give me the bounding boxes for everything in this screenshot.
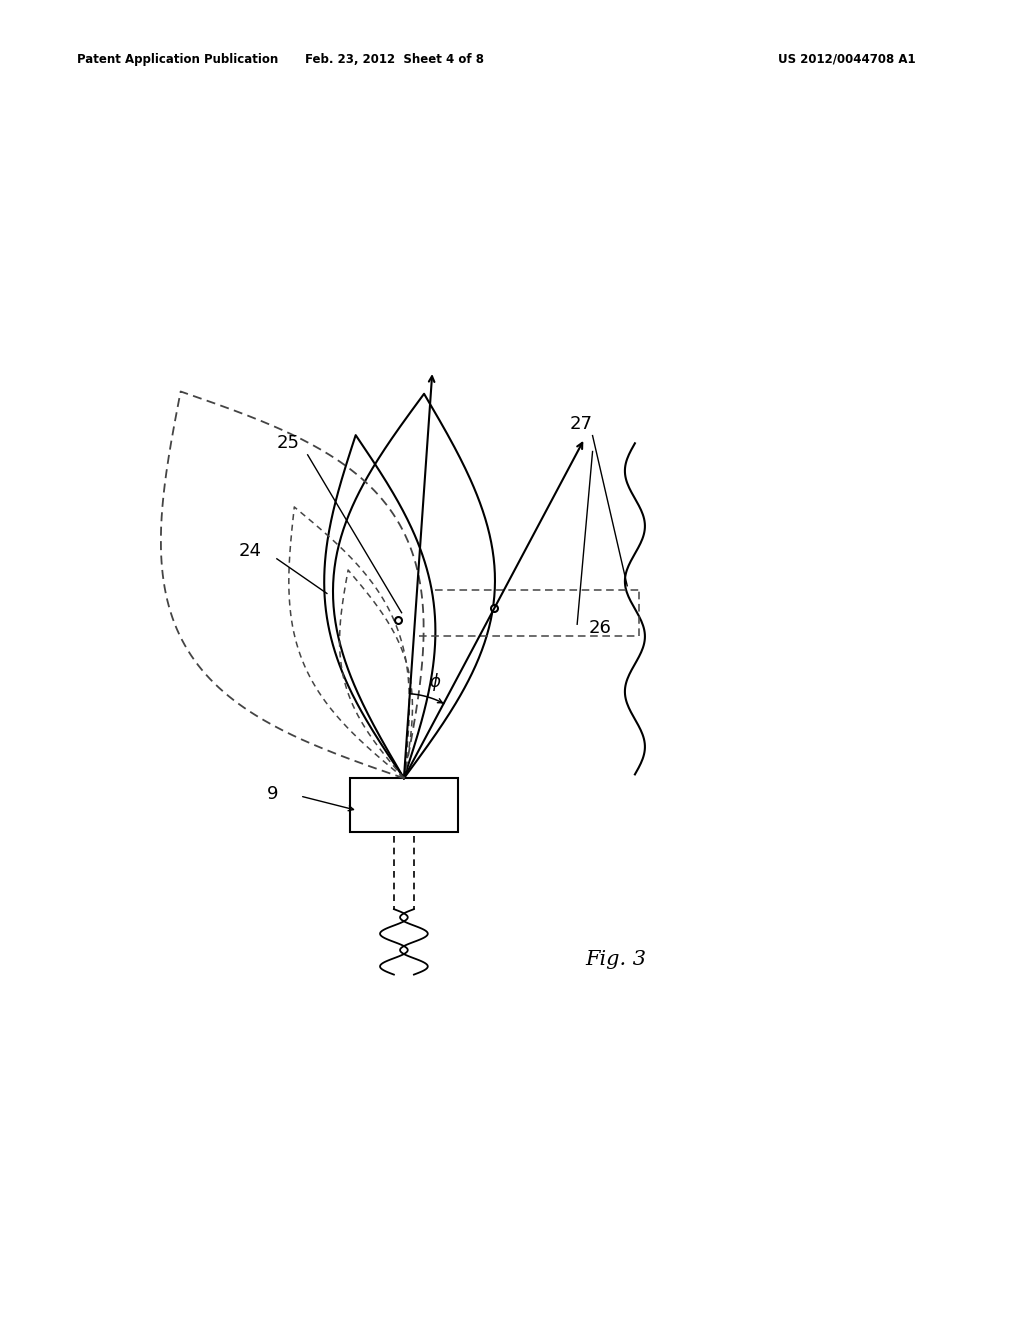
Text: Patent Application Publication: Patent Application Publication: [77, 53, 279, 66]
Text: 24: 24: [239, 543, 261, 560]
Text: 26: 26: [589, 619, 611, 638]
Text: 9: 9: [267, 784, 279, 803]
Text: US 2012/0044708 A1: US 2012/0044708 A1: [778, 53, 915, 66]
Bar: [350, 779, 458, 832]
Text: 27: 27: [569, 414, 593, 433]
Text: $\phi$: $\phi$: [429, 671, 441, 693]
Text: Feb. 23, 2012  Sheet 4 of 8: Feb. 23, 2012 Sheet 4 of 8: [305, 53, 483, 66]
Text: 25: 25: [276, 434, 300, 453]
Text: Fig. 3: Fig. 3: [585, 949, 646, 969]
